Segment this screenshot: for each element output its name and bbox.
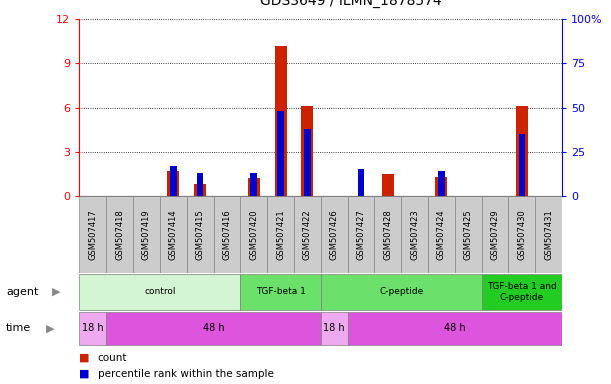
Bar bbox=[348, 196, 375, 273]
Bar bbox=[267, 196, 294, 273]
Bar bbox=[277, 111, 284, 196]
Text: GSM507422: GSM507422 bbox=[303, 209, 312, 260]
Text: GSM507426: GSM507426 bbox=[330, 209, 338, 260]
Bar bbox=[187, 196, 213, 273]
Bar bbox=[167, 171, 179, 196]
Bar bbox=[294, 196, 321, 273]
Bar bbox=[535, 196, 562, 273]
Bar bbox=[133, 196, 160, 273]
Bar bbox=[106, 312, 321, 344]
Bar bbox=[519, 134, 525, 196]
Text: GSM507423: GSM507423 bbox=[410, 209, 419, 260]
Text: percentile rank within the sample: percentile rank within the sample bbox=[98, 369, 274, 379]
Text: 48 h: 48 h bbox=[203, 323, 224, 333]
Text: GSM507416: GSM507416 bbox=[222, 209, 232, 260]
Bar bbox=[251, 173, 257, 196]
Bar bbox=[481, 196, 508, 273]
Text: ■: ■ bbox=[79, 368, 90, 378]
Bar bbox=[382, 174, 394, 196]
Text: ▶: ▶ bbox=[52, 287, 60, 297]
Text: GSM507428: GSM507428 bbox=[383, 209, 392, 260]
Text: GSM507429: GSM507429 bbox=[491, 209, 500, 260]
Bar bbox=[240, 274, 321, 310]
Text: ▶: ▶ bbox=[46, 323, 54, 333]
Text: TGF-beta 1: TGF-beta 1 bbox=[255, 287, 306, 296]
Bar bbox=[79, 196, 106, 273]
Text: count: count bbox=[98, 353, 127, 363]
Bar bbox=[348, 312, 562, 344]
Bar bbox=[438, 171, 445, 196]
Bar bbox=[321, 196, 348, 273]
Bar bbox=[401, 196, 428, 273]
Text: ■: ■ bbox=[79, 353, 90, 363]
Bar bbox=[274, 46, 287, 196]
Text: GSM507427: GSM507427 bbox=[356, 209, 365, 260]
Bar bbox=[455, 196, 481, 273]
Bar bbox=[79, 312, 106, 344]
Bar bbox=[357, 169, 364, 196]
Text: 48 h: 48 h bbox=[444, 323, 466, 333]
Text: 18 h: 18 h bbox=[323, 323, 345, 333]
Text: GSM507415: GSM507415 bbox=[196, 209, 205, 260]
Text: GSM507418: GSM507418 bbox=[115, 209, 124, 260]
Text: GSM507425: GSM507425 bbox=[464, 209, 473, 260]
Text: GSM507431: GSM507431 bbox=[544, 209, 553, 260]
Bar bbox=[197, 173, 203, 196]
Text: 18 h: 18 h bbox=[82, 323, 104, 333]
Bar bbox=[375, 196, 401, 273]
Bar bbox=[481, 274, 562, 310]
Text: C-peptide: C-peptide bbox=[379, 287, 423, 296]
Bar bbox=[170, 166, 177, 196]
Text: GSM507421: GSM507421 bbox=[276, 209, 285, 260]
Bar bbox=[428, 196, 455, 273]
Text: GSM507414: GSM507414 bbox=[169, 209, 178, 260]
Bar bbox=[213, 196, 240, 273]
Bar bbox=[240, 196, 267, 273]
Bar bbox=[301, 106, 313, 196]
Text: TGF-beta 1 and
C-peptide: TGF-beta 1 and C-peptide bbox=[487, 282, 557, 301]
Bar bbox=[106, 196, 133, 273]
Text: GSM507419: GSM507419 bbox=[142, 209, 151, 260]
Bar bbox=[516, 106, 528, 196]
Text: GDS3649 / ILMN_1878574: GDS3649 / ILMN_1878574 bbox=[260, 0, 441, 8]
Text: GSM507430: GSM507430 bbox=[518, 209, 527, 260]
Text: GSM507417: GSM507417 bbox=[89, 209, 97, 260]
Bar bbox=[508, 196, 535, 273]
Text: agent: agent bbox=[6, 287, 38, 297]
Bar bbox=[304, 129, 311, 196]
Bar bbox=[160, 196, 187, 273]
Bar bbox=[436, 177, 447, 196]
Bar bbox=[247, 178, 260, 196]
Bar bbox=[79, 274, 240, 310]
Text: control: control bbox=[144, 287, 175, 296]
Text: GSM507424: GSM507424 bbox=[437, 209, 446, 260]
Text: time: time bbox=[6, 323, 31, 333]
Text: GSM507420: GSM507420 bbox=[249, 209, 258, 260]
Bar bbox=[321, 312, 348, 344]
Bar bbox=[321, 274, 481, 310]
Bar bbox=[194, 184, 206, 196]
